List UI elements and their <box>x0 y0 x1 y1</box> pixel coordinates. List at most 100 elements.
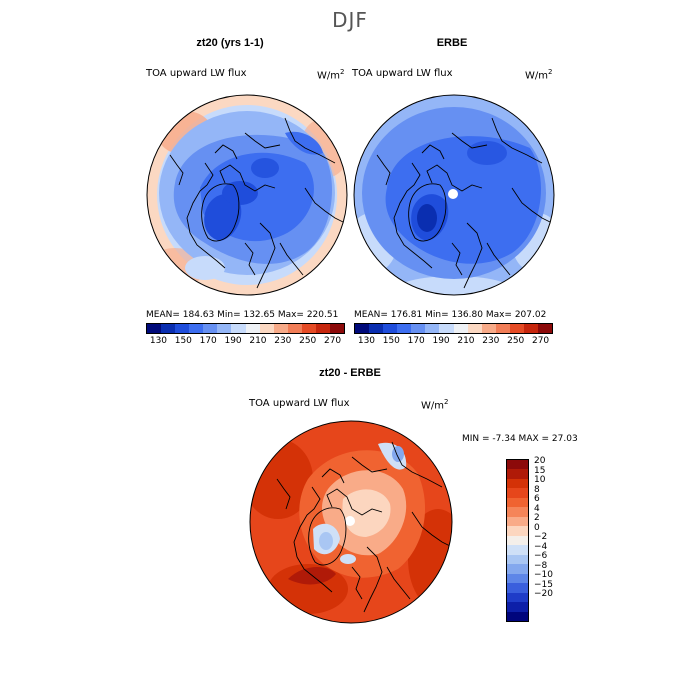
panel-title-model: zt20 (yrs 1-1) <box>196 37 264 49</box>
flux-region-130 <box>251 158 279 178</box>
flux-region-min <box>417 204 437 232</box>
colorbar-tick-label: 210 <box>249 336 267 346</box>
colorbar-swatch <box>315 324 331 333</box>
colorbar-tick-label: −2 <box>534 532 548 543</box>
units-label-model: W/m2 <box>317 68 345 82</box>
colorbar-swatch <box>523 324 539 333</box>
colorbar-tick-label: 4 <box>534 503 540 514</box>
polar-map-erbe <box>353 94 555 296</box>
colorbar-tick-label: 2 <box>534 513 540 524</box>
flux-region-130 <box>222 181 258 205</box>
colorbar-swatch <box>481 324 496 333</box>
colorbar-tick-label: 250 <box>299 336 317 346</box>
polar-map-model <box>146 94 348 296</box>
colorbar-tick-label: 20 <box>534 456 546 467</box>
colorbar-swatch <box>507 545 528 555</box>
colorbar-erbe <box>354 323 553 334</box>
stats-difference: MIN = -7.34 MAX = 27.03 <box>462 434 578 444</box>
colorbar-tick-label: 190 <box>432 336 450 346</box>
colorbar-swatch <box>507 573 528 584</box>
stats-erbe: MEAN= 176.81 Min= 136.80 Max= 207.02 <box>354 310 547 320</box>
colorbar-swatch <box>189 324 204 333</box>
colorbar-tick-label: −8 <box>534 560 548 571</box>
colorbar-swatch <box>507 478 528 489</box>
colorbar-tick-label: 150 <box>174 336 192 346</box>
colorbar-tick-label: −20 <box>534 589 553 600</box>
colorbar-swatch <box>273 324 288 333</box>
colorbar-swatch <box>369 324 384 333</box>
colorbar-swatch <box>507 526 528 536</box>
variable-label-erbe: TOA upward LW flux <box>352 68 453 79</box>
figure-title: DJF <box>332 8 368 32</box>
colorbar-swatch <box>507 535 528 546</box>
colorbar-swatch <box>507 611 528 621</box>
colorbar-tick-label: 230 <box>274 336 292 346</box>
colorbar-swatch <box>507 469 528 479</box>
colorbar-swatch <box>147 324 162 333</box>
colorbar-tick-label: 250 <box>507 336 525 346</box>
diff-region-neg4 <box>319 532 333 550</box>
map-boundary <box>353 94 555 296</box>
land-contours <box>276 441 452 613</box>
colorbar-swatch <box>161 324 176 333</box>
missing-data-pole <box>448 189 458 199</box>
colorbar-tick-label: −6 <box>534 551 548 562</box>
colorbar-swatch <box>397 324 412 333</box>
colorbar-tick-label: 230 <box>482 336 500 346</box>
colorbar-ticks-model: 130 150 170 190 210 230 250 270 <box>146 336 345 346</box>
colorbar-swatch <box>538 324 553 333</box>
map-boundary <box>146 94 348 296</box>
colorbar-swatch <box>383 324 398 333</box>
flux-region-130 <box>467 141 507 165</box>
colorbar-swatch <box>203 324 218 333</box>
colorbar-tick-label: 170 <box>199 336 217 346</box>
colorbar-swatch <box>507 507 528 517</box>
colorbar-swatch <box>245 324 260 333</box>
flux-patch <box>185 256 225 280</box>
colorbar-swatch <box>507 488 528 498</box>
colorbar-swatch <box>330 324 345 333</box>
colorbar-tick-label: 130 <box>149 336 168 346</box>
colorbar-swatch <box>425 324 440 333</box>
colorbar-tick-label: 0 <box>534 522 540 533</box>
colorbar-swatch <box>507 592 528 603</box>
units-label-erbe: W/m2 <box>525 68 553 82</box>
colorbar-swatch <box>301 324 316 333</box>
colorbar-swatch <box>507 460 528 470</box>
colorbar-labels-difference: 20 15 10 8 6 4 2 0 −2 −4 −6 −8 −10 −15 −20 <box>534 456 574 620</box>
stats-model: MEAN= 184.63 Min= 132.65 Max= 220.51 <box>146 310 339 320</box>
colorbar-tick-label: −4 <box>534 541 548 552</box>
colorbar-tick-label: 6 <box>534 494 540 505</box>
colorbar-tick-label: 8 <box>534 484 540 495</box>
colorbar-swatch <box>217 324 232 333</box>
colorbar-swatch <box>507 564 528 574</box>
panel-title-erbe: ERBE <box>436 37 468 49</box>
flux-patch <box>394 276 514 295</box>
colorbar-swatch <box>259 324 274 333</box>
flux-region-130 <box>204 194 242 241</box>
colorbar-tick-label: −10 <box>534 570 553 581</box>
colorbar-swatch <box>467 324 482 333</box>
units-label-difference: W/m2 <box>421 398 449 412</box>
colorbar-tick-label: 170 <box>407 336 425 346</box>
colorbar-tick-label: 10 <box>534 475 546 486</box>
diff-region-10 <box>408 509 452 609</box>
diff-region-0 <box>342 489 391 537</box>
colorbar-swatch <box>355 324 370 333</box>
missing-data-pole <box>345 516 355 526</box>
colorbar-difference <box>506 459 529 622</box>
colorbar-swatch <box>231 324 246 333</box>
colorbar-swatch <box>507 602 528 612</box>
colorbar-swatch <box>507 497 528 508</box>
colorbar-ticks-erbe: 130 150 170 190 210 230 250 270 <box>354 336 553 346</box>
colorbar-model <box>146 323 345 334</box>
colorbar-swatch <box>507 583 528 593</box>
colorbar-tick-label: 210 <box>457 336 475 346</box>
colorbar-swatch <box>495 324 510 333</box>
colorbar-swatch <box>507 516 528 527</box>
flux-region-150 <box>285 131 323 155</box>
polar-map-difference <box>249 420 453 624</box>
colorbar-swatch <box>453 324 468 333</box>
land-contours <box>376 117 553 289</box>
colorbar-tick-label: 270 <box>323 336 342 346</box>
